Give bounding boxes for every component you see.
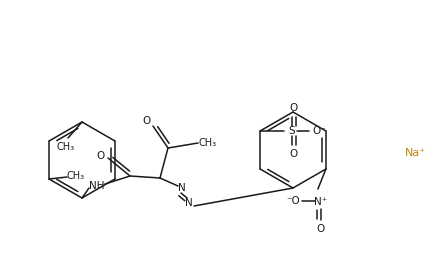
Text: N⁺: N⁺ <box>314 197 327 207</box>
Text: CH₃: CH₃ <box>57 142 75 152</box>
Text: O⁻: O⁻ <box>311 126 325 136</box>
Text: S: S <box>288 126 295 136</box>
Text: O: O <box>142 116 151 126</box>
Text: O: O <box>289 149 297 159</box>
Text: N: N <box>178 183 185 193</box>
Text: O: O <box>97 151 105 161</box>
Text: CH₃: CH₃ <box>198 138 216 148</box>
Text: Na⁺: Na⁺ <box>403 148 424 158</box>
Text: NH: NH <box>89 181 105 191</box>
Text: O: O <box>289 103 297 113</box>
Text: O: O <box>316 224 324 234</box>
Text: N: N <box>185 198 192 208</box>
Text: ⁻O: ⁻O <box>286 196 299 206</box>
Text: CH₃: CH₃ <box>66 171 84 181</box>
